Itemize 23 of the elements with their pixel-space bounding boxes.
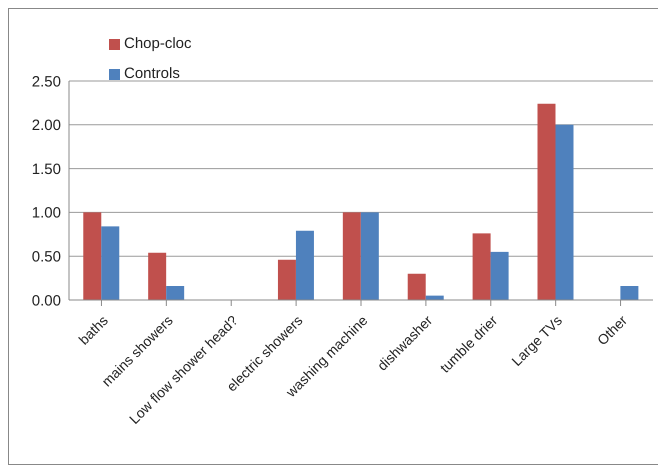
y-tick-label: 0.00	[32, 292, 61, 310]
bar	[426, 296, 444, 300]
legend-label: Chop-cloc	[124, 35, 192, 52]
bar	[342, 212, 361, 300]
bar	[620, 286, 638, 300]
bar	[538, 104, 556, 300]
y-tick-label: 0.50	[32, 248, 61, 266]
bar	[101, 226, 120, 300]
y-tick-label: 2.00	[32, 117, 61, 134]
bar	[472, 233, 491, 300]
bar	[556, 124, 574, 300]
y-tick-label: 1.50	[32, 160, 61, 178]
bar	[296, 230, 314, 300]
y-tick-label: 1.00	[32, 204, 61, 222]
y-tick-label: 2.50	[32, 73, 61, 90]
bar	[490, 252, 509, 300]
bar	[278, 260, 296, 300]
bar	[408, 274, 426, 300]
bar	[148, 252, 166, 300]
legend-label: Controls	[124, 65, 180, 82]
bar	[166, 286, 184, 300]
bar	[360, 212, 379, 300]
bar	[83, 212, 102, 300]
